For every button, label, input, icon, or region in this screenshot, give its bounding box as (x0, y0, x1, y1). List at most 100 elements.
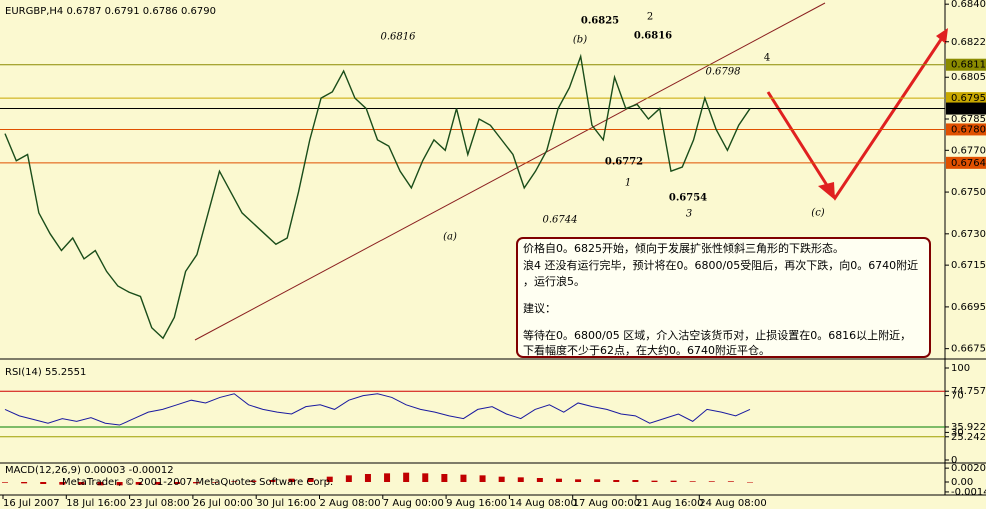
price-line (4, 53, 751, 340)
macd-bar (40, 482, 47, 484)
x-tick-label: 17 Aug 00:00 (573, 498, 640, 509)
rsi-line (4, 393, 751, 426)
x-tick-label: 2 Aug 08:00 (320, 498, 381, 509)
y-tick-label: 25.2427 (951, 432, 986, 443)
y-tick-label: 0.6750 (951, 187, 986, 198)
macd-bar (479, 475, 486, 482)
y-tick-label: 0 (951, 455, 957, 466)
annotation: 0.6754 (669, 193, 707, 204)
note-line: 下看幅度不少于62点，在大约0。6740附近平仓。 (523, 343, 770, 357)
macd-bar (536, 478, 543, 482)
macd-bar (21, 482, 28, 484)
y-tick-label: 0.6730 (951, 229, 986, 240)
macd-bar (441, 474, 448, 482)
macd-bar (727, 481, 734, 482)
panel-title: EURGBP,H4 0.6787 0.6791 0.6786 0.6790 (5, 6, 216, 17)
annotation: (a) (443, 232, 457, 243)
annotation: 0.6816 (634, 31, 672, 42)
note-frame (516, 237, 931, 358)
y-tick-label: -0.00149 (951, 487, 986, 498)
level-label: 0.6795 (951, 93, 986, 104)
macd-bar (288, 478, 295, 482)
x-tick-label: 26 Jul 00:00 (193, 498, 253, 509)
y-tick-label: 74.7573 (951, 386, 986, 397)
note-line: 价格自0。6825开始，倾向于发展扩张性倾斜三角形的下跌形态。 (523, 241, 844, 255)
macd-bar (154, 482, 161, 485)
x-tick-label: 16 Jul 2007 (3, 498, 60, 509)
macd-bar (422, 473, 429, 482)
arrow-head (818, 182, 835, 200)
y-tick-label: 0.00 (951, 477, 973, 488)
macd-bar (632, 480, 639, 482)
macd-bar (269, 480, 276, 482)
level-label: 0.6764 (951, 158, 986, 169)
level-label: 0.6780 (951, 124, 986, 135)
x-tick-label: 14 Aug 08:00 (509, 498, 576, 509)
macd-bar (364, 474, 371, 482)
macd-bar (613, 480, 620, 482)
x-tick-label: 23 Jul 08:00 (130, 498, 190, 509)
y-tick-label: 0.6840 (951, 0, 986, 10)
macd-bar (212, 482, 219, 483)
note-line: 浪4 还没有运行完毕，预计将在0。6800/05受阻后，再次下跌，向0。6740… (523, 258, 918, 272)
level-label: 0.6790 (951, 104, 986, 115)
macd-bar (747, 482, 753, 483)
annotation: (b) (573, 35, 587, 46)
level-tag (946, 102, 986, 115)
macd-bar (326, 476, 333, 482)
annotation: (c) (811, 208, 825, 219)
macd-bar (689, 481, 696, 482)
note-line: ，运行浪5。 (523, 274, 585, 288)
macd-bar (78, 482, 85, 485)
y-tick-label: 0.6715 (951, 260, 986, 271)
level-label: 0.6811 (951, 60, 986, 71)
macd-bar (460, 474, 467, 482)
macd-bar (231, 481, 238, 482)
x-tick-label: 18 Jul 16:00 (66, 498, 126, 509)
macd-bar (651, 480, 658, 482)
macd-bar (575, 479, 582, 482)
macd-bar (517, 477, 524, 482)
macd-bar (594, 479, 601, 482)
level-tag (946, 92, 986, 105)
annotation: 2 (647, 12, 653, 23)
macd-bar (708, 481, 715, 482)
macd-bar (498, 476, 505, 482)
macd-bar (555, 478, 562, 482)
y-tick-label: 100 (951, 363, 970, 374)
y-tick-label: 0.6785 (951, 114, 986, 125)
note-line: 建议： (523, 301, 556, 315)
annotation: 0.6825 (581, 16, 619, 27)
y-tick-label: 70 (951, 391, 964, 402)
trend-line (194, 2, 826, 341)
annotation: 0.6798 (706, 67, 741, 78)
level-tag (946, 58, 986, 71)
panel-title: RSI(14) 55.2551 (5, 367, 86, 378)
annotation: 0.6816 (381, 32, 417, 43)
macd-bar (345, 475, 352, 482)
macd-bar (59, 482, 66, 485)
annotation: 0.6744 (543, 215, 578, 226)
panel-title: MACD(12,26,9) 0.00003 -0.00012 (5, 465, 174, 476)
y-tick-label: 0.6805 (951, 72, 986, 83)
macd-bar (97, 482, 104, 486)
note-box: 价格自0。6825开始，倾向于发展扩张性倾斜三角形的下跌形态。浪4 还没有运行完… (516, 237, 931, 358)
note-line: 等待在0。6800/05 区域，介入沽空该货币对，止损设置在0。6816以上附近… (523, 328, 911, 342)
level-tag (946, 123, 986, 136)
x-tick-label: 7 Aug 00:00 (383, 498, 444, 509)
macd-bar (670, 480, 677, 482)
footer: MetaTrader, © 2001-2007 MetaQuotes Softw… (62, 477, 333, 488)
y-tick-label: 0.6675 (951, 344, 986, 355)
arrow-head (936, 28, 948, 44)
y-tick-label: 0.6695 (951, 302, 986, 313)
forecast-arrow (766, 31, 948, 201)
x-tick-label: 9 Aug 16:00 (446, 498, 507, 509)
x-tick-label: 30 Jul 16:00 (256, 498, 316, 509)
annotation: 4 (764, 53, 770, 64)
x-tick-label: 21 Aug 16:00 (636, 498, 703, 509)
y-tick-label: 0.6770 (951, 145, 986, 156)
macd-bar (384, 473, 391, 482)
macd-bar (193, 482, 200, 484)
